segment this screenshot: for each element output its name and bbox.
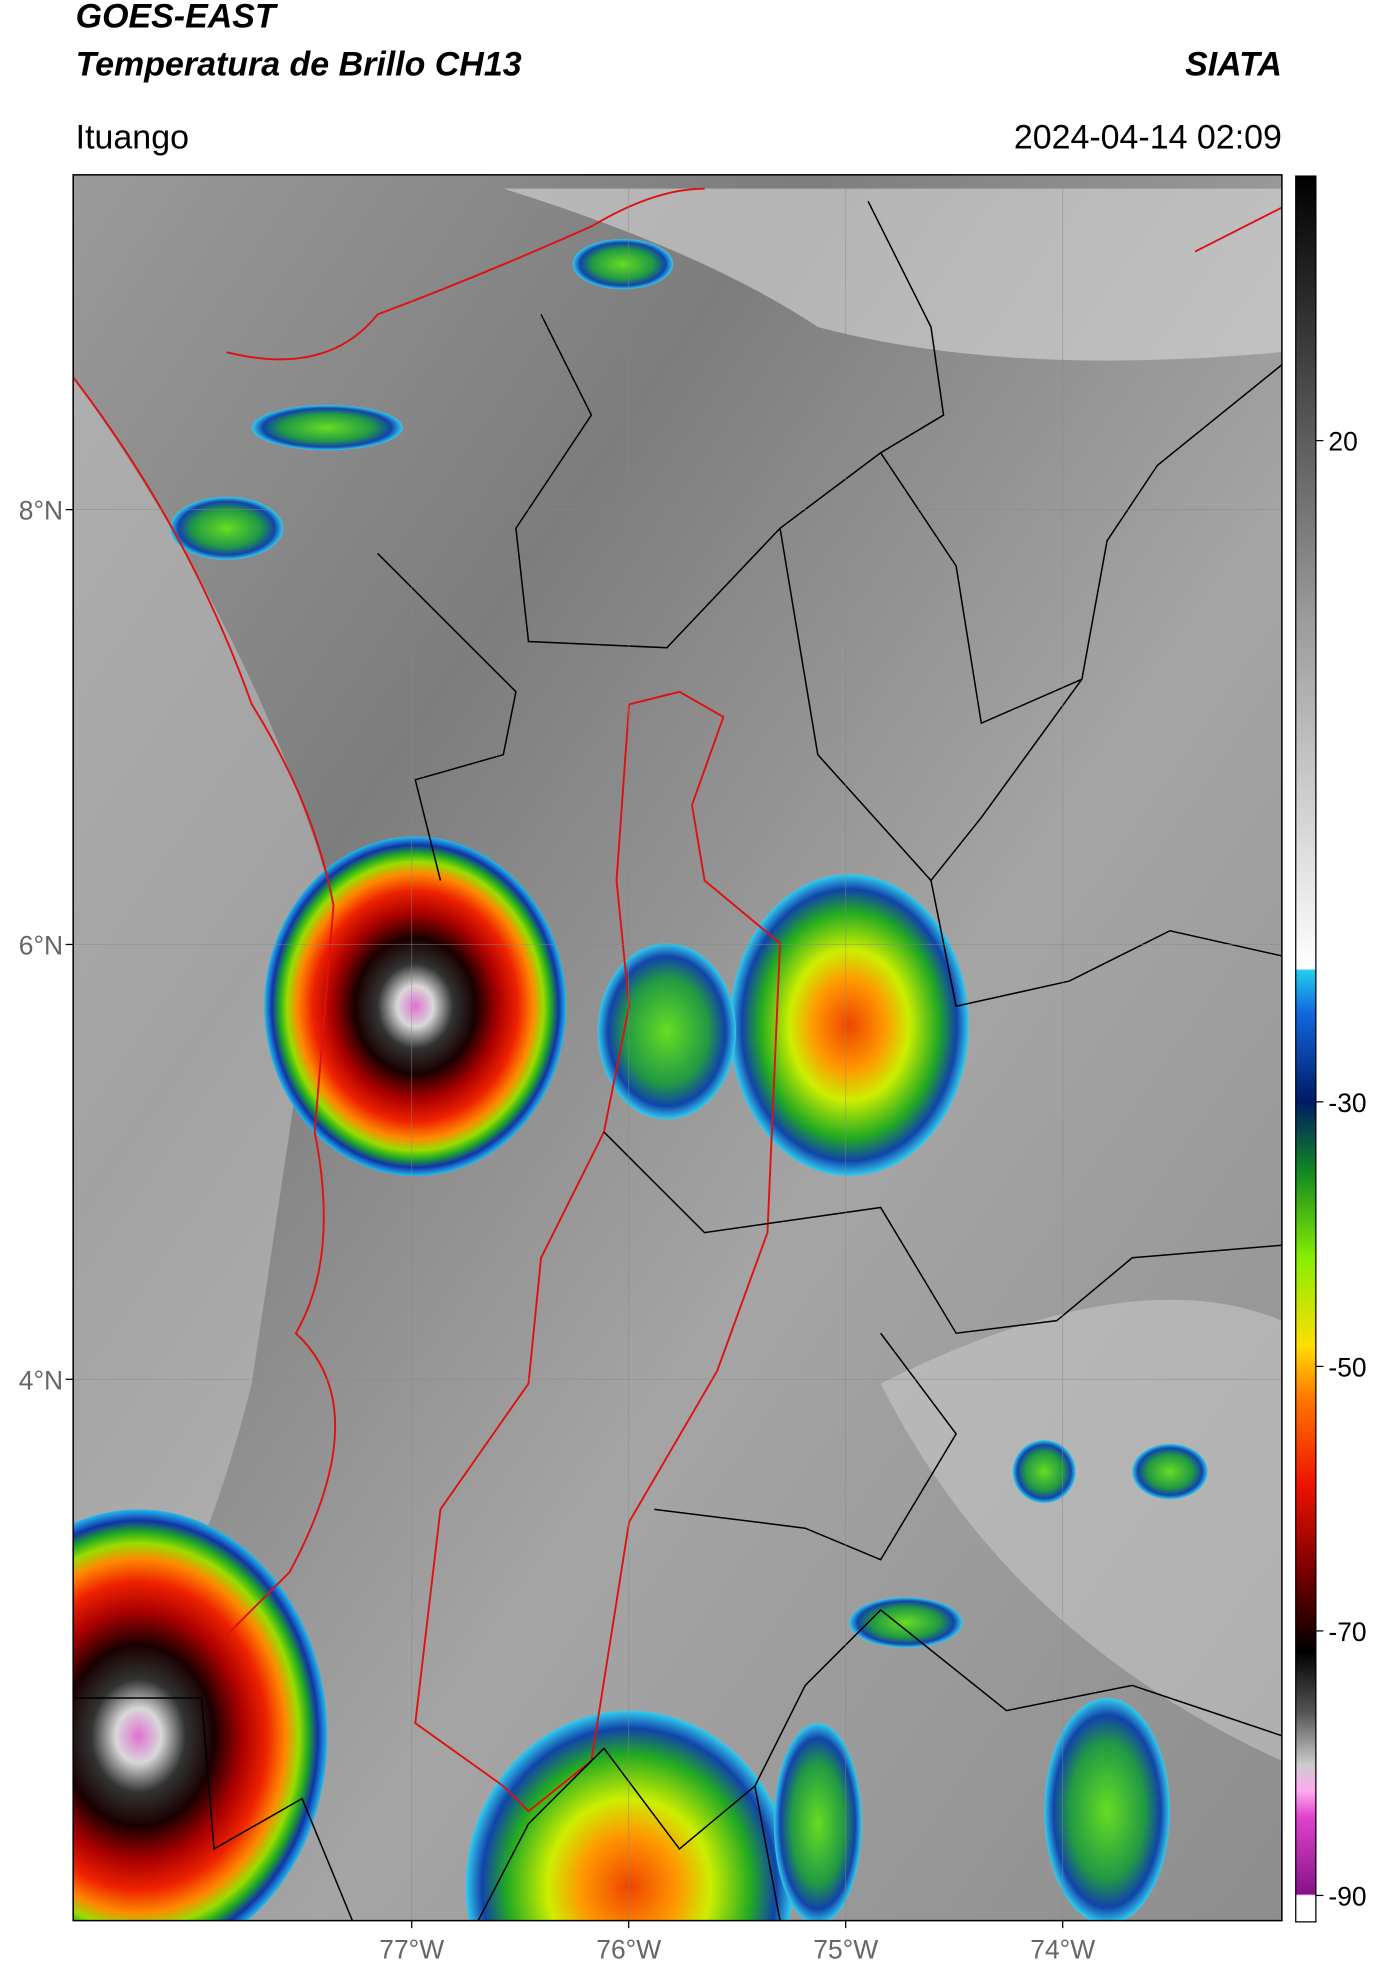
title: GOES-EAST	[76, 0, 279, 36]
lon-tick-label: 77°W	[379, 1934, 444, 1964]
colorbar	[1295, 175, 1317, 1923]
subtitle: Temperatura de Brillo CH13	[76, 45, 522, 83]
lon-tick-label: 74°W	[1030, 1934, 1095, 1964]
graticule	[73, 174, 1282, 1921]
colorbar-tick-label: -90	[1328, 1881, 1366, 1911]
lon-tick-label: 75°W	[813, 1934, 878, 1964]
lon-tick-label: 76°W	[596, 1934, 661, 1964]
map-frame	[72, 174, 1283, 1922]
colorbar-tick-label: -50	[1328, 1352, 1366, 1382]
map-image	[73, 174, 1282, 1921]
datetime: 2024-04-14 02:09	[1014, 118, 1282, 156]
lat-tick-label: 6°N	[19, 931, 63, 961]
agency: SIATA	[1185, 45, 1282, 83]
colorbar-tick-label: -70	[1328, 1617, 1366, 1647]
colorbar-tick-label: 20	[1328, 427, 1357, 457]
location: Ituango	[76, 118, 189, 156]
lat-tick-label: 4°N	[19, 1365, 63, 1395]
colorbar-tick-label: -30	[1328, 1088, 1366, 1118]
lat-tick-label: 8°N	[19, 496, 63, 526]
